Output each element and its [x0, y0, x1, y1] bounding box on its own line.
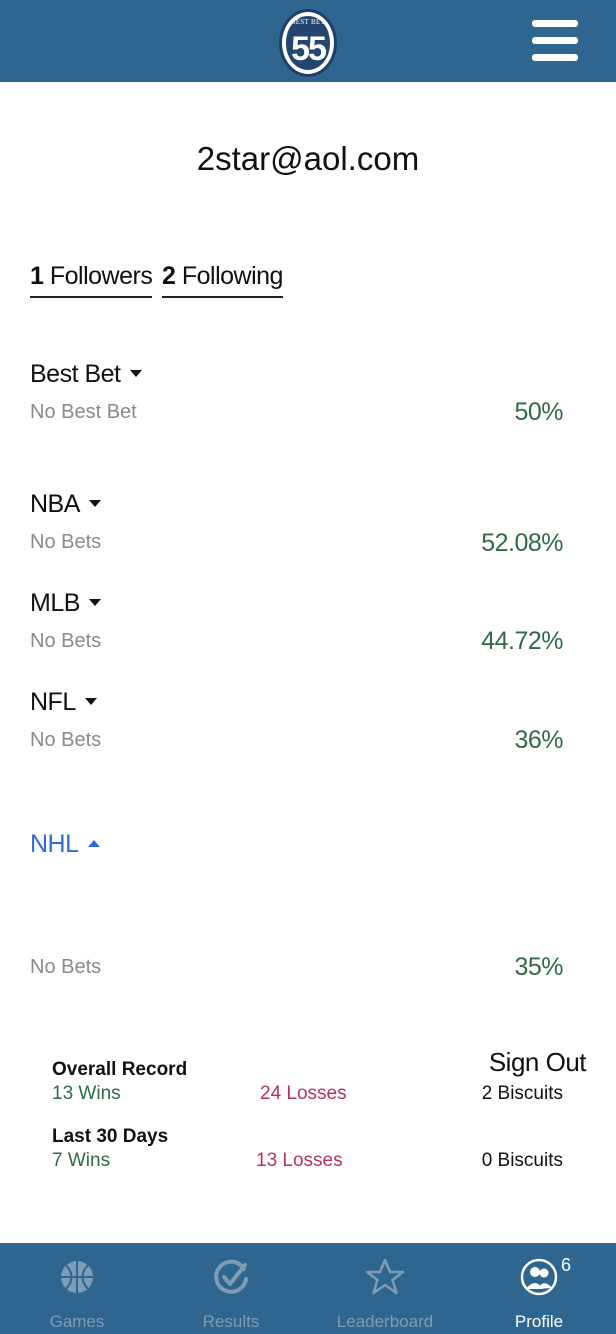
sport-status: No Bets [30, 630, 102, 652]
menu-bar-middle [532, 37, 578, 44]
caret-down-icon [88, 499, 101, 507]
following-label: Following [181, 262, 284, 290]
sport-status: No Best Bet [30, 401, 137, 423]
best-bet-logo[interactable]: BEST BET 55 [279, 9, 337, 77]
logo-number: 55 [291, 30, 327, 68]
tab-results[interactable]: Results [154, 1243, 308, 1334]
caret-down-icon [88, 598, 101, 606]
caret-up-icon [87, 839, 100, 847]
sport-label: Best Bet [30, 360, 121, 388]
following-count: 2 [162, 262, 176, 290]
last-30-days-title: Last 30 Days [52, 1126, 169, 1147]
profile-group-icon [520, 1258, 558, 1296]
last-30-biscuits: 0 Biscuits [481, 1150, 563, 1171]
tab-leaderboard[interactable]: Leaderboard [308, 1243, 462, 1334]
sport-percentage: 52.08% [481, 529, 563, 557]
followers-label: Followers [49, 262, 153, 290]
tab-label: Results [202, 1312, 260, 1331]
user-email: 2star@aol.com [196, 140, 420, 177]
sport-percentage: 44.72% [481, 627, 563, 655]
tab-label: Leaderboard [336, 1312, 434, 1331]
tab-games[interactable]: Games [0, 1243, 154, 1334]
sport-toggle-nfl[interactable]: NFL [30, 688, 97, 717]
sport-status: No Bets [30, 531, 102, 553]
sport-label: NBA [30, 490, 80, 518]
overall-wins: 13 Wins [52, 1083, 121, 1104]
followers-link[interactable]: 1 Followers [30, 262, 153, 298]
last-30-losses: 13 Losses [256, 1150, 343, 1171]
caret-down-icon [129, 369, 142, 377]
last-30-wins: 7 Wins [52, 1150, 111, 1171]
menu-bar-bottom [532, 54, 578, 61]
sport-percentage: 36% [514, 726, 563, 754]
basketball-icon [61, 1261, 93, 1293]
logo-text: BEST BET [290, 18, 326, 26]
logo-badge [286, 16, 330, 70]
sport-percentage: 50% [514, 398, 563, 426]
sport-toggle-nba[interactable]: NBA [30, 490, 101, 519]
overall-losses: 24 Losses [260, 1083, 347, 1104]
sport-toggle-nhl[interactable]: NHL [30, 830, 100, 859]
sign-out-button[interactable]: Sign Out [488, 1047, 587, 1077]
sport-percentage: 35% [514, 953, 563, 981]
overall-biscuits: 2 Biscuits [481, 1083, 563, 1104]
sport-label: MLB [30, 589, 80, 617]
sport-toggle-best-bet[interactable]: Best Bet [30, 360, 142, 389]
sport-label: NHL [30, 830, 79, 858]
hamburger-menu-icon[interactable] [532, 20, 578, 62]
overall-record-title: Overall Record [52, 1059, 188, 1080]
tab-profile[interactable]: 6 Profile [462, 1243, 616, 1334]
check-circle-icon [214, 1259, 248, 1294]
menu-bar-top [532, 20, 578, 27]
bottom-tab-bar: Games Results Leaderboard 6 P [0, 1243, 616, 1334]
notification-badge: 6 [561, 1255, 572, 1275]
sport-toggle-mlb[interactable]: MLB [30, 589, 101, 618]
sport-status: No Bets [30, 729, 102, 751]
tab-label: Profile [514, 1312, 564, 1331]
star-icon [365, 1258, 405, 1295]
top-header: BEST BET 55 [0, 0, 616, 82]
followers-count: 1 [30, 262, 44, 290]
sport-label: NFL [30, 688, 76, 716]
caret-down-icon [84, 697, 97, 705]
following-link[interactable]: 2 Following [162, 262, 283, 298]
sport-status: No Bets [30, 956, 102, 978]
tab-label: Games [49, 1312, 105, 1331]
